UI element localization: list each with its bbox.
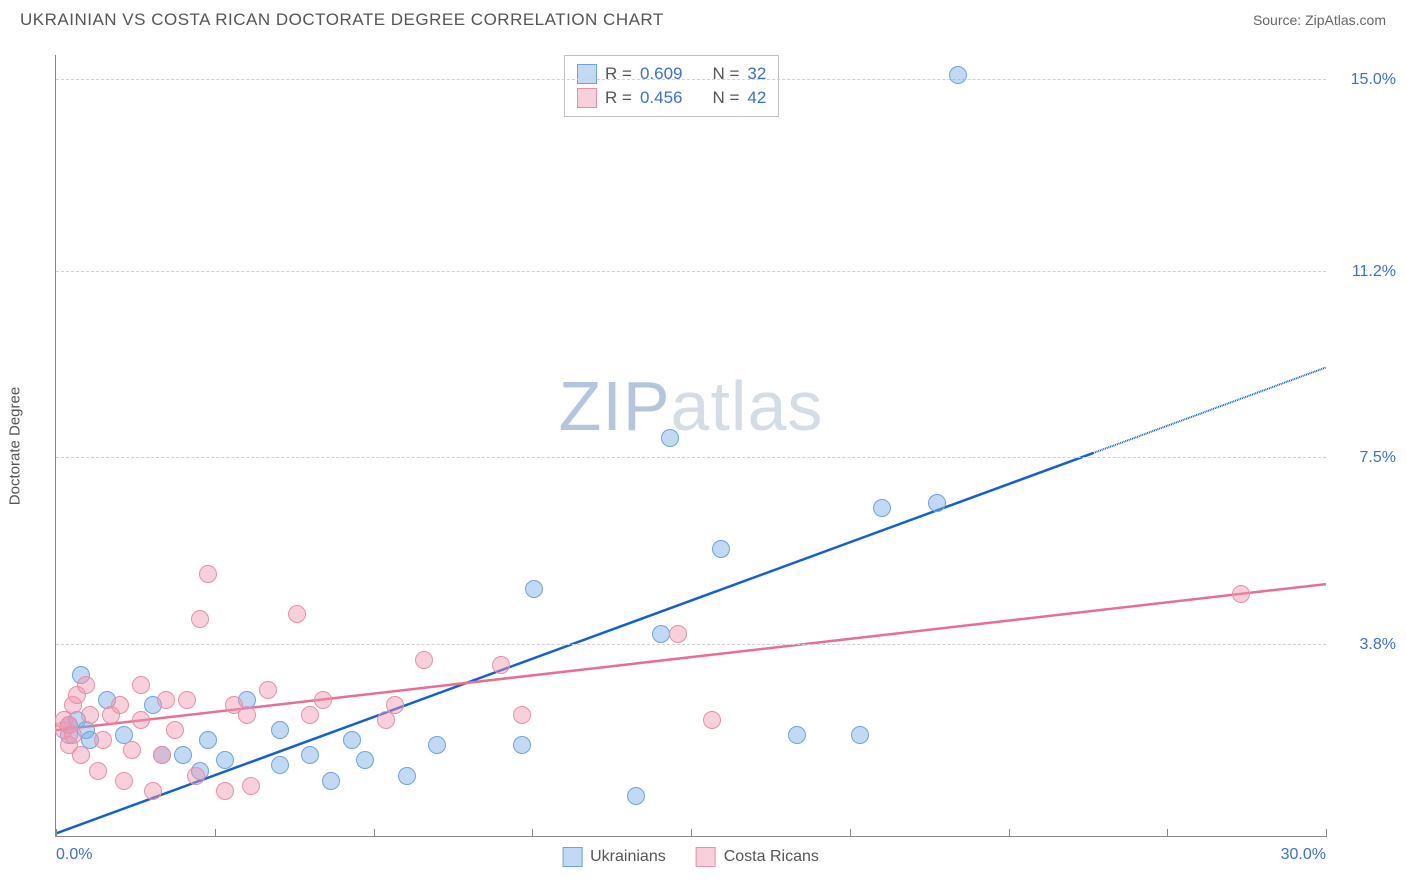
data-point [513, 736, 531, 754]
x-tick [850, 829, 851, 837]
gridline [56, 644, 1326, 645]
data-point [242, 777, 260, 795]
data-point [627, 787, 645, 805]
series-legend: Ukrainians Costa Ricans [562, 847, 819, 867]
watermark: ZIPatlas [559, 366, 824, 446]
plot-area: ZIPatlas R = 0.609N = 32R = 0.456N = 42 … [55, 55, 1326, 837]
y-axis-title: Doctorate Degree [7, 387, 24, 505]
legend-swatch [577, 88, 597, 108]
legend-label: Costa Ricans [724, 848, 819, 866]
data-point [187, 767, 205, 785]
data-point [271, 721, 289, 739]
x-tick [374, 829, 375, 837]
x-tick [215, 829, 216, 837]
data-point [178, 691, 196, 709]
data-point [301, 746, 319, 764]
correlation-legend: R = 0.609N = 32R = 0.456N = 42 [564, 55, 779, 117]
data-point [301, 706, 319, 724]
x-tick [691, 829, 692, 837]
gridline [56, 271, 1326, 272]
x-tick [56, 829, 57, 837]
legend-swatch [577, 64, 597, 84]
y-tick-label: 11.2% [1336, 263, 1396, 281]
y-tick-label: 3.8% [1336, 636, 1396, 654]
data-point [288, 605, 306, 623]
data-point [513, 706, 531, 724]
data-point [398, 767, 416, 785]
data-point [343, 731, 361, 749]
legend-row: R = 0.456N = 42 [577, 86, 766, 110]
data-point [144, 782, 162, 800]
data-point [132, 676, 150, 694]
data-point [157, 691, 175, 709]
x-tick [532, 829, 533, 837]
gridline [56, 79, 1326, 80]
data-point [661, 429, 679, 447]
data-point [322, 772, 340, 790]
data-point [788, 726, 806, 744]
data-point [132, 711, 150, 729]
x-tick [1009, 829, 1010, 837]
data-point [191, 610, 209, 628]
data-point [77, 676, 95, 694]
data-point [415, 651, 433, 669]
legend-item: Costa Ricans [696, 847, 819, 867]
x-tick-label: 0.0% [56, 846, 92, 864]
data-point [123, 741, 141, 759]
data-point [72, 746, 90, 764]
data-point [199, 731, 217, 749]
legend-row: R = 0.609N = 32 [577, 62, 766, 86]
data-point [356, 751, 374, 769]
source-label: Source: ZipAtlas.com [1253, 12, 1386, 28]
data-point [81, 706, 99, 724]
legend-swatch [696, 847, 716, 867]
data-point [525, 580, 543, 598]
data-point [216, 751, 234, 769]
data-point [652, 625, 670, 643]
data-point [712, 540, 730, 558]
data-point [703, 711, 721, 729]
source-link[interactable]: ZipAtlas.com [1305, 12, 1386, 28]
y-tick-label: 7.5% [1336, 449, 1396, 467]
data-point [64, 726, 82, 744]
data-point [216, 782, 234, 800]
x-tick [1326, 829, 1327, 837]
data-point [873, 499, 891, 517]
data-point [428, 736, 446, 754]
data-point [89, 762, 107, 780]
data-point [94, 731, 112, 749]
data-point [199, 565, 217, 583]
x-tick [1167, 829, 1168, 837]
data-point [1232, 585, 1250, 603]
x-tick-label: 30.0% [1281, 846, 1326, 864]
y-tick-label: 15.0% [1336, 71, 1396, 89]
data-point [111, 696, 129, 714]
gridline [56, 457, 1326, 458]
data-point [492, 656, 510, 674]
data-point [271, 756, 289, 774]
data-point [259, 681, 277, 699]
legend-swatch [562, 847, 582, 867]
chart-title: UKRAINIAN VS COSTA RICAN DOCTORATE DEGRE… [20, 10, 664, 30]
data-point [928, 494, 946, 512]
data-point [153, 746, 171, 764]
chart-area: Doctorate Degree ZIPatlas R = 0.609N = 3… [55, 55, 1326, 837]
data-point [949, 66, 967, 84]
data-point [851, 726, 869, 744]
legend-item: Ukrainians [562, 847, 666, 867]
data-point [386, 696, 404, 714]
data-point [669, 625, 687, 643]
data-point [314, 691, 332, 709]
data-point [166, 721, 184, 739]
legend-label: Ukrainians [590, 848, 666, 866]
data-point [115, 772, 133, 790]
data-point [238, 706, 256, 724]
data-point [174, 746, 192, 764]
